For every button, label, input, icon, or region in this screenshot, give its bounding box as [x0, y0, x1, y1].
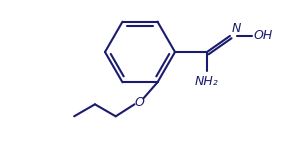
Text: NH₂: NH₂ [195, 75, 219, 88]
Text: N: N [232, 22, 241, 35]
Text: OH: OH [254, 29, 273, 42]
Text: O: O [135, 96, 145, 109]
